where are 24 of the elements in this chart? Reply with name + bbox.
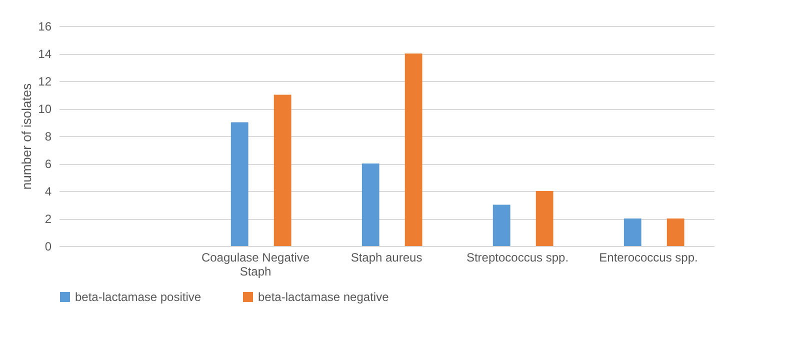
legend-label: beta-lactamase negative	[258, 290, 390, 304]
y-axis-title: number of isolates	[19, 82, 34, 190]
x-tick-label: Streptococcus spp.	[466, 250, 569, 264]
bar	[404, 54, 422, 246]
y-tick-label: 2	[44, 212, 52, 226]
bar	[536, 191, 554, 246]
bar	[274, 94, 292, 246]
x-tick-label: Enterococcus spp.	[599, 250, 698, 264]
y-tick-label: 14	[38, 47, 52, 61]
y-tick-label: 6	[44, 157, 52, 171]
bar	[492, 204, 510, 246]
legend-label: beta-lactamase positive	[75, 290, 202, 304]
bar	[666, 218, 684, 246]
y-tick-label: 8	[44, 130, 52, 144]
bar	[362, 164, 380, 246]
bar	[624, 218, 642, 246]
y-tick-label: 16	[38, 20, 52, 34]
x-tick-label: Staph aureus	[350, 250, 422, 264]
x-tick-label: Coagulase Negative Staph	[201, 250, 310, 278]
y-tick-label: 0	[44, 240, 52, 254]
y-tick-label: 4	[44, 184, 52, 198]
y-tick-label: 12	[38, 74, 52, 88]
y-tick-label: 10	[38, 102, 52, 116]
bar	[230, 122, 248, 246]
